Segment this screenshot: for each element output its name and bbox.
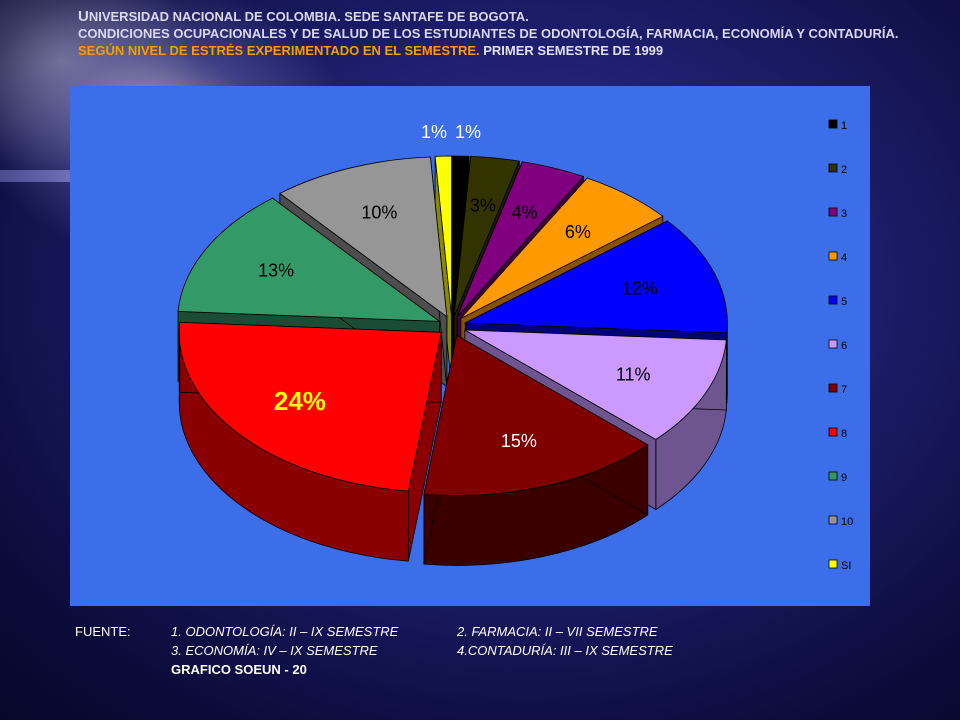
pie-slice-1 [452, 155, 470, 317]
legend-label-8: 8 [841, 428, 847, 440]
legend-label-5: 5 [841, 296, 847, 308]
pie-chart: 1% 3% 4% 6% 12% 11% 15% 24% 13% 10% 1% 1 2 3 4 5 6 7 8 9 10 S… [70, 86, 870, 606]
legend-swatch-10 [828, 515, 838, 525]
pie-slice-10 [279, 156, 448, 318]
pie-slice-3 [456, 161, 585, 317]
pie-label-2: 3% [470, 196, 496, 216]
legend-label-SI: SI [841, 560, 851, 572]
legend-label-1: 1 [841, 120, 847, 132]
pie-label-8: 24% [274, 386, 326, 416]
source-item-3: 3. ECONOMÍA: IV – IX SEMESTRE [171, 643, 378, 658]
legend-label-7: 7 [841, 384, 847, 396]
pie-label-3: 4% [512, 203, 538, 223]
pie-label-5: 12% [622, 278, 658, 298]
legend-label-9: 9 [841, 472, 847, 484]
pie-slice-6 [464, 329, 727, 440]
legend-swatch-5 [828, 295, 838, 305]
legend-swatch-1 [828, 119, 838, 129]
decorative-stripe [0, 170, 72, 182]
pie-slice-SI [434, 155, 452, 317]
pie-slice-8 [178, 321, 442, 492]
pie-label-6: 11% [616, 364, 651, 384]
pie-label-SI: 1% [421, 122, 447, 142]
header-line-2: CONDICIONES OCUPACIONALES Y DE SALUD DE … [78, 26, 899, 41]
legend-label-4: 4 [841, 252, 847, 264]
legend-label-6: 6 [841, 340, 847, 352]
graph-code: GRAFICO SOEUN - 20 [171, 662, 307, 677]
legend-label-10: 10 [841, 516, 853, 528]
pie-labels: 1% 3% 4% 6% 12% 11% 15% 24% 13% 10% 1% [258, 122, 658, 451]
legend-label-3: 3 [841, 208, 847, 220]
legend-swatch-8 [828, 427, 838, 437]
legend-swatch-SI [828, 559, 838, 569]
header-line-1: UNIVERSIDAD NACIONAL DE COLOMBIA. SEDE S… [78, 8, 529, 25]
legend-swatch-9 [828, 471, 838, 481]
source-item-1: 1. ODONTOLOGÍA: II – IX SEMESTRE [171, 624, 399, 639]
legend-swatch-7 [828, 383, 838, 393]
legend-label-2: 2 [841, 164, 847, 176]
pie-slice-4 [460, 177, 664, 319]
pie-slice-9 [177, 197, 441, 322]
slide-header: UNIVERSIDAD NACIONAL DE COLOMBIA. SEDE S… [78, 8, 953, 59]
pie-tops [177, 155, 728, 496]
chart-legend: 1 2 3 4 5 6 7 8 9 10 SI [828, 119, 853, 572]
pie-slice-5 [463, 220, 728, 334]
pie-label-10: 10% [361, 203, 397, 223]
source-label: FUENTE: [75, 624, 131, 639]
legend-swatch-4 [828, 251, 838, 261]
legend-swatch-2 [828, 163, 838, 173]
pie-label-7: 15% [501, 431, 537, 451]
legend-swatch-6 [828, 339, 838, 349]
header-line-3: SEGÚN NIVEL DE ESTRÉS EXPERIMENTADO EN E… [78, 43, 664, 58]
pie-slice-2 [453, 156, 520, 317]
legend-swatch-3 [828, 207, 838, 217]
source-item-4: 4.CONTADURÍA: III – IX SEMESTRE [457, 643, 673, 658]
source-item-2: 2. FARMACIA: II – VII SEMESTRE [457, 624, 658, 639]
pie-label-4: 6% [565, 222, 591, 242]
pie-label-1: 1% [455, 122, 481, 142]
pie-label-9: 13% [258, 261, 294, 281]
pie-slice-7 [423, 334, 649, 496]
